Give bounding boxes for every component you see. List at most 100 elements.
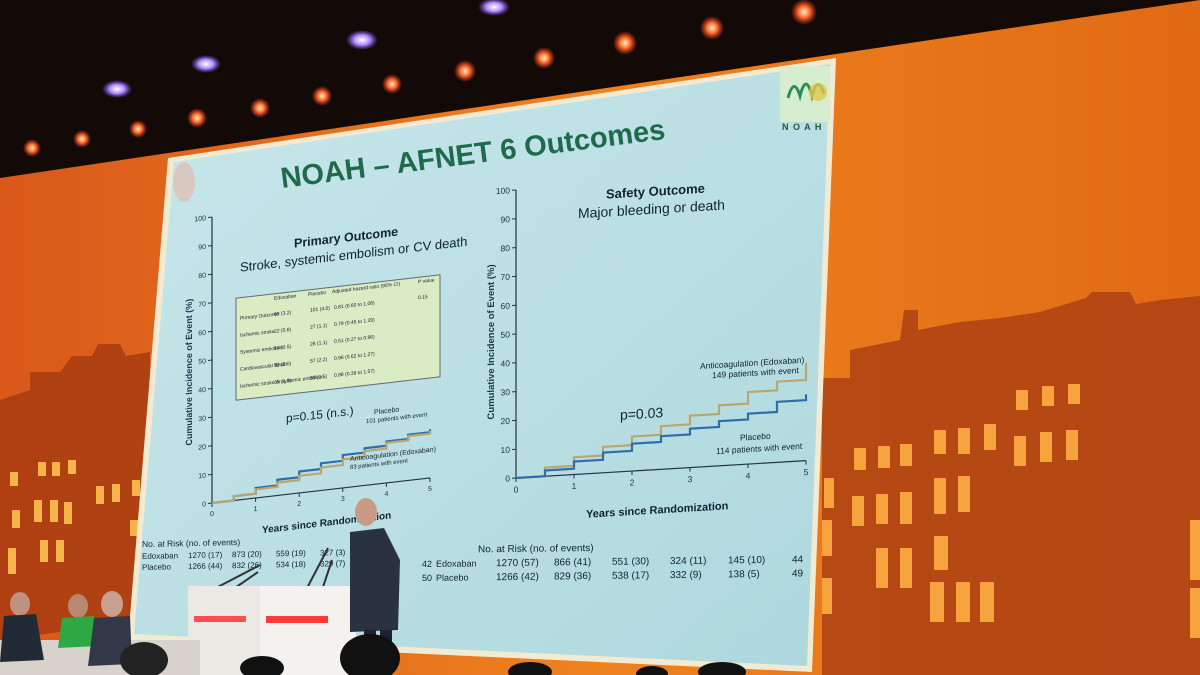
table-cell-label: Systemic embolism (240, 345, 283, 356)
safety-at-risk-suffix: 44 (792, 554, 804, 565)
safety-y-tick-label: 40 (501, 358, 511, 369)
safety-at-risk-value: 324 (11) (670, 556, 707, 567)
safety-at-risk-value: 1270 (57) (496, 558, 539, 570)
primary-x-tick-label: 3 (341, 496, 345, 503)
safety-at-risk-value: 1266 (42) (496, 572, 539, 584)
safety-axes: 0 10 20 30 40 50 60 70 80 90 100 0 1 2 3 4 5 (496, 185, 809, 494)
primary-x-tick-label: 0 (210, 511, 214, 518)
panelists (0, 591, 200, 675)
primary-at-risk-label: Edoxaban (142, 551, 178, 561)
primary-y-tick-label: 20 (198, 444, 206, 452)
safety-y-tick-label: 90 (501, 214, 511, 225)
primary-y-tick-label: 10 (198, 473, 206, 481)
safety-at-risk-label: Placebo (436, 572, 469, 582)
table-header-p: P value (418, 277, 435, 285)
safety-y-tick-label: 70 (501, 272, 511, 283)
safety-y-tick-label: 100 (496, 185, 510, 196)
table-header-edox: Edoxaban (274, 293, 297, 302)
table-cell-placebo: 28 (1.1) (310, 340, 328, 348)
table-cell-hr: 0.51 (0.27 to 0.96) (334, 334, 375, 345)
safety-at-risk-suffix: 49 (792, 568, 804, 579)
safety-at-risk-label: Edoxaban (436, 558, 477, 568)
primary-axes: 0 10 20 30 40 50 60 70 80 90 100 0 1 2 3 4 5 (194, 215, 432, 518)
primary-y-tick-label: 30 (198, 415, 206, 423)
safety-at-risk-prefix: 50 (422, 573, 432, 583)
table-cell-placebo: 101 (4.0) (310, 305, 330, 313)
safety-at-risk-value: 551 (30) (612, 556, 649, 567)
safety-x-tick-label: 3 (688, 474, 693, 484)
primary-y-tick-label: 50 (198, 358, 206, 366)
primary-y-tick-label: 70 (198, 301, 206, 309)
table-cell-label: Ischemic stroke (240, 329, 275, 339)
right-building-silhouette (822, 292, 1200, 675)
slide-decor-icon (173, 162, 195, 202)
table-cell-placebo: 39 (1.5) (310, 374, 328, 382)
safety-placebo-label: Placebo (740, 431, 771, 443)
primary-ylabel: Cumulative Incidence of Event (%) (184, 298, 194, 446)
primary-at-risk-value: 559 (19) (276, 549, 306, 559)
table-cell-label: Cardiovascular death (240, 361, 287, 372)
table-cell-hr: 0.79 (0.45 to 1.39) (334, 317, 375, 328)
safety-y-tick-label: 0 (505, 473, 510, 483)
table-cell-label: Primary Outcome (240, 311, 279, 321)
primary-hazard-table: Edoxaban Placebo Adjusted hazard ratio (… (235, 274, 441, 401)
audience (240, 634, 746, 675)
microphones (211, 547, 333, 591)
left-building-silhouette (0, 344, 150, 640)
table-cell-edox: 52 (2.0) (274, 361, 292, 369)
safety-x-tick-label: 2 (630, 477, 635, 487)
table-cell-hr: 0.96 (0.62 to 1.27) (334, 351, 375, 362)
table-cell-edox: 35 (1.3) (274, 378, 292, 386)
table-cell-placebo: 57 (2.2) (310, 357, 328, 365)
primary-at-risk-title: No. at Risk (no. of events) (142, 537, 240, 549)
table-cell-placebo: 27 (1.1) (310, 323, 328, 331)
podium-light-right (266, 616, 328, 623)
table-cell-edox: 22 (0.8) (274, 327, 292, 335)
safety-x-tick-label: 4 (746, 470, 751, 480)
safety-x-axis (516, 459, 806, 479)
primary-at-risk-value: 1266 (44) (188, 561, 223, 571)
primary-y-tick-label: 60 (198, 330, 206, 338)
safety-at-risk-value: 538 (17) (612, 570, 649, 581)
primary-at-risk-value: 1270 (17) (188, 550, 223, 560)
slide-background (134, 64, 830, 666)
primary-at-risk-value: 327 (3) (320, 548, 346, 558)
safety-y-tick-label: 60 (501, 301, 511, 312)
table-cell-hr: 0.88 (0.39 to 1.57) (334, 368, 375, 379)
safety-x-tick-label: 0 (514, 484, 519, 494)
podium-light-left (194, 616, 246, 622)
safety-at-risk: No. at Risk (no. of events) 42 Edoxaban 12… (422, 543, 804, 584)
safety-y-tick-label: 50 (501, 329, 511, 340)
table-header-placebo: Placebo (308, 290, 326, 298)
primary-at-risk-value: 873 (20) (232, 550, 262, 560)
primary-series-line-1 (212, 430, 432, 505)
primary-y-tick-label: 90 (198, 244, 206, 252)
safety-x-tick-label: 1 (572, 481, 577, 491)
safety-y-tick-label: 10 (501, 445, 511, 456)
primary-at-risk-value: 329 (7) (320, 559, 346, 569)
table-cell-p: 0.15 (418, 294, 428, 301)
safety-series-line-1 (516, 394, 808, 480)
primary-x-tick-label: 2 (297, 501, 301, 508)
safety-at-risk-title: No. at Risk (no. of events) (478, 543, 594, 555)
safety-y-tick-label: 30 (501, 387, 511, 398)
safety-y-tick-label: 20 (501, 416, 511, 427)
primary-at-risk-label: Placebo (142, 562, 171, 572)
safety-at-risk-value: 332 (9) (670, 570, 702, 581)
primary-at-risk: No. at Risk (no. of events) Edoxaban 1270… (142, 537, 346, 572)
table-cell-hr: 0.81 (0.60 to 1.08) (334, 300, 375, 311)
safety-at-risk-value: 829 (36) (554, 571, 591, 582)
safety-at-risk-prefix: 42 (422, 559, 432, 569)
table-cell-edox: 83 (3.2) (274, 310, 292, 318)
safety-at-risk-value: 138 (5) (728, 569, 760, 580)
primary-placebo-label: Placebo (374, 406, 399, 416)
table-cell-edox: 14 (0.5) (274, 344, 292, 352)
logo-text: N O A H (782, 122, 822, 132)
safety-x-tick-label: 5 (804, 467, 809, 477)
safety-heading: Safety Outcome (606, 181, 705, 202)
primary-y-tick-label: 100 (194, 215, 206, 223)
primary-y-tick-label: 40 (198, 387, 206, 395)
primary-x-tick-label: 1 (254, 506, 258, 513)
